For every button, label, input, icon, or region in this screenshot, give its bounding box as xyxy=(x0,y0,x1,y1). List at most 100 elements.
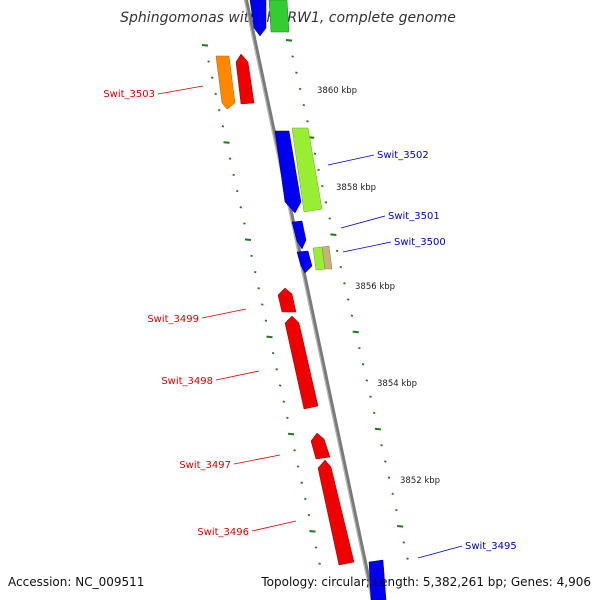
partial-gene-green xyxy=(268,0,290,33)
ruler-minor-tick xyxy=(293,449,296,452)
ruler-major-tick xyxy=(397,525,404,528)
gene-label-swit-3501[interactable]: Swit_3501 xyxy=(388,211,440,222)
ruler-minor-tick xyxy=(380,444,383,447)
gene-arrow-swit-3500-tan[interactable] xyxy=(321,245,333,270)
ruler-minor-tick xyxy=(372,411,376,415)
ruler-minor-tick xyxy=(369,395,372,398)
gene-arrow-swit-3500-blue[interactable] xyxy=(296,250,313,274)
tick-label-3856-kbp: 3856 kbp xyxy=(355,282,395,292)
ruler-major-tick xyxy=(201,44,209,47)
gene-arrow-swit-3499[interactable] xyxy=(277,287,297,313)
ruler-minor-tick xyxy=(253,270,257,274)
ruler-minor-tick xyxy=(228,157,232,160)
ruler-minor-tick xyxy=(210,76,214,79)
ruler-minor-tick xyxy=(264,319,268,322)
accession-text: Accession: NC_009511 xyxy=(8,575,144,589)
gene-label-swit-3502[interactable]: Swit_3502 xyxy=(377,150,429,161)
ruler-major-tick xyxy=(330,233,337,236)
tick-label-3854-kbp: 3854 kbp xyxy=(377,379,417,389)
ruler-minor-tick xyxy=(275,368,278,371)
ruler-minor-tick xyxy=(307,513,311,517)
ruler-minor-tick xyxy=(306,120,309,123)
ruler-minor-tick xyxy=(243,222,246,225)
gene-label-swit-3498[interactable]: Swit_3498 xyxy=(161,376,213,387)
ruler-minor-tick xyxy=(218,108,221,112)
ruler-minor-tick xyxy=(335,249,339,253)
ruler-minor-tick xyxy=(302,103,306,107)
ruler-minor-tick xyxy=(304,497,307,501)
gene-label-swit-3495[interactable]: Swit_3495 xyxy=(465,541,517,552)
ruler-minor-tick xyxy=(395,508,398,512)
ruler-minor-tick xyxy=(387,476,391,479)
ruler-minor-tick xyxy=(300,481,303,484)
ruler-minor-tick xyxy=(317,168,320,172)
ruler-ticks-right xyxy=(285,39,409,560)
gene-arrow-swit-3502-blue[interactable] xyxy=(274,130,302,214)
ruler-major-tick xyxy=(287,432,295,436)
ruler-minor-tick xyxy=(324,201,328,204)
ruler-minor-tick xyxy=(314,546,318,549)
gene-label-swit-3499[interactable]: Swit_3499 xyxy=(147,314,199,325)
gene-arrow-swit-3497[interactable] xyxy=(310,432,331,460)
tick-label-3858-kbp: 3858 kbp xyxy=(336,183,376,193)
ruler-minor-tick xyxy=(257,287,260,290)
ruler-minor-tick xyxy=(214,92,217,96)
ruler-major-tick xyxy=(244,238,252,241)
ruler-minor-tick xyxy=(286,416,289,420)
gene-arrow-swit-3503-orange[interactable] xyxy=(215,55,236,110)
gene-arrow-swit-3498[interactable] xyxy=(284,315,319,410)
ruler-minor-tick xyxy=(343,282,346,285)
gene-arrow-swit-3495[interactable] xyxy=(368,559,387,600)
ruler-major-tick xyxy=(374,427,381,431)
genome-backbone xyxy=(244,0,375,600)
ruler-major-tick xyxy=(223,141,230,144)
ruler-minor-tick xyxy=(291,55,294,58)
ruler-minor-tick xyxy=(221,125,225,128)
gene-arrow-swit-3502-lime[interactable] xyxy=(291,127,323,213)
ruler-ticks-left xyxy=(201,44,321,565)
ruler-major-tick xyxy=(266,335,273,339)
ruler-minor-tick xyxy=(232,173,235,177)
ruler-major-tick xyxy=(309,530,316,533)
ruler-minor-tick xyxy=(313,152,317,155)
ruler-minor-tick xyxy=(391,492,394,496)
gene-arrow-swit-3503-red[interactable] xyxy=(235,53,255,105)
gene-labels: Swit_3503 Swit_3502 Swit_3501 Swit_3500 … xyxy=(103,89,516,552)
genome-summary-text: Topology: circular; Length: 5,382,261 bp… xyxy=(260,575,591,589)
gene-label-swit-3503[interactable]: Swit_3503 xyxy=(103,89,155,100)
ruler-minor-tick xyxy=(271,351,275,355)
ruler-major-tick xyxy=(285,39,293,42)
ruler-minor-tick xyxy=(350,314,354,317)
ruler-minor-tick xyxy=(298,87,302,91)
gene-arrow-swit-3496[interactable] xyxy=(317,459,355,566)
ruler-minor-tick xyxy=(261,303,264,306)
tick-label-3860-kbp: 3860 kbp xyxy=(317,86,357,96)
gene-features xyxy=(215,53,387,600)
gene-label-leaders xyxy=(157,85,463,559)
ruler-minor-tick xyxy=(207,60,210,63)
ruler-minor-tick xyxy=(361,363,365,366)
ruler-minor-tick xyxy=(235,189,239,193)
gene-label-swit-3497[interactable]: Swit_3497 xyxy=(179,460,231,471)
genome-backbone-highlight xyxy=(244,0,373,600)
ruler-minor-tick xyxy=(239,206,243,209)
ruler-minor-tick xyxy=(384,460,387,463)
ruler-minor-tick xyxy=(296,465,300,468)
ruler-minor-tick xyxy=(406,557,409,560)
ruler-minor-tick xyxy=(282,400,286,403)
ruler-minor-tick xyxy=(346,298,350,301)
ruler-minor-tick xyxy=(339,265,343,269)
ruler-minor-tick xyxy=(278,384,282,387)
ruler-major-tick xyxy=(352,330,359,334)
gene-label-swit-3500[interactable]: Swit_3500 xyxy=(394,237,446,248)
tick-label-3852-kbp: 3852 kbp xyxy=(400,476,440,486)
ruler-minor-tick xyxy=(328,217,331,220)
ruler-minor-tick xyxy=(402,541,406,544)
ruler-minor-tick xyxy=(365,379,369,382)
gene-label-swit-3496[interactable]: Swit_3496 xyxy=(197,527,249,538)
ruler-minor-tick xyxy=(358,346,361,350)
ruler-minor-tick xyxy=(318,562,321,565)
ruler-minor-tick xyxy=(250,254,253,258)
gene-arrow-swit-3501[interactable] xyxy=(291,220,307,250)
